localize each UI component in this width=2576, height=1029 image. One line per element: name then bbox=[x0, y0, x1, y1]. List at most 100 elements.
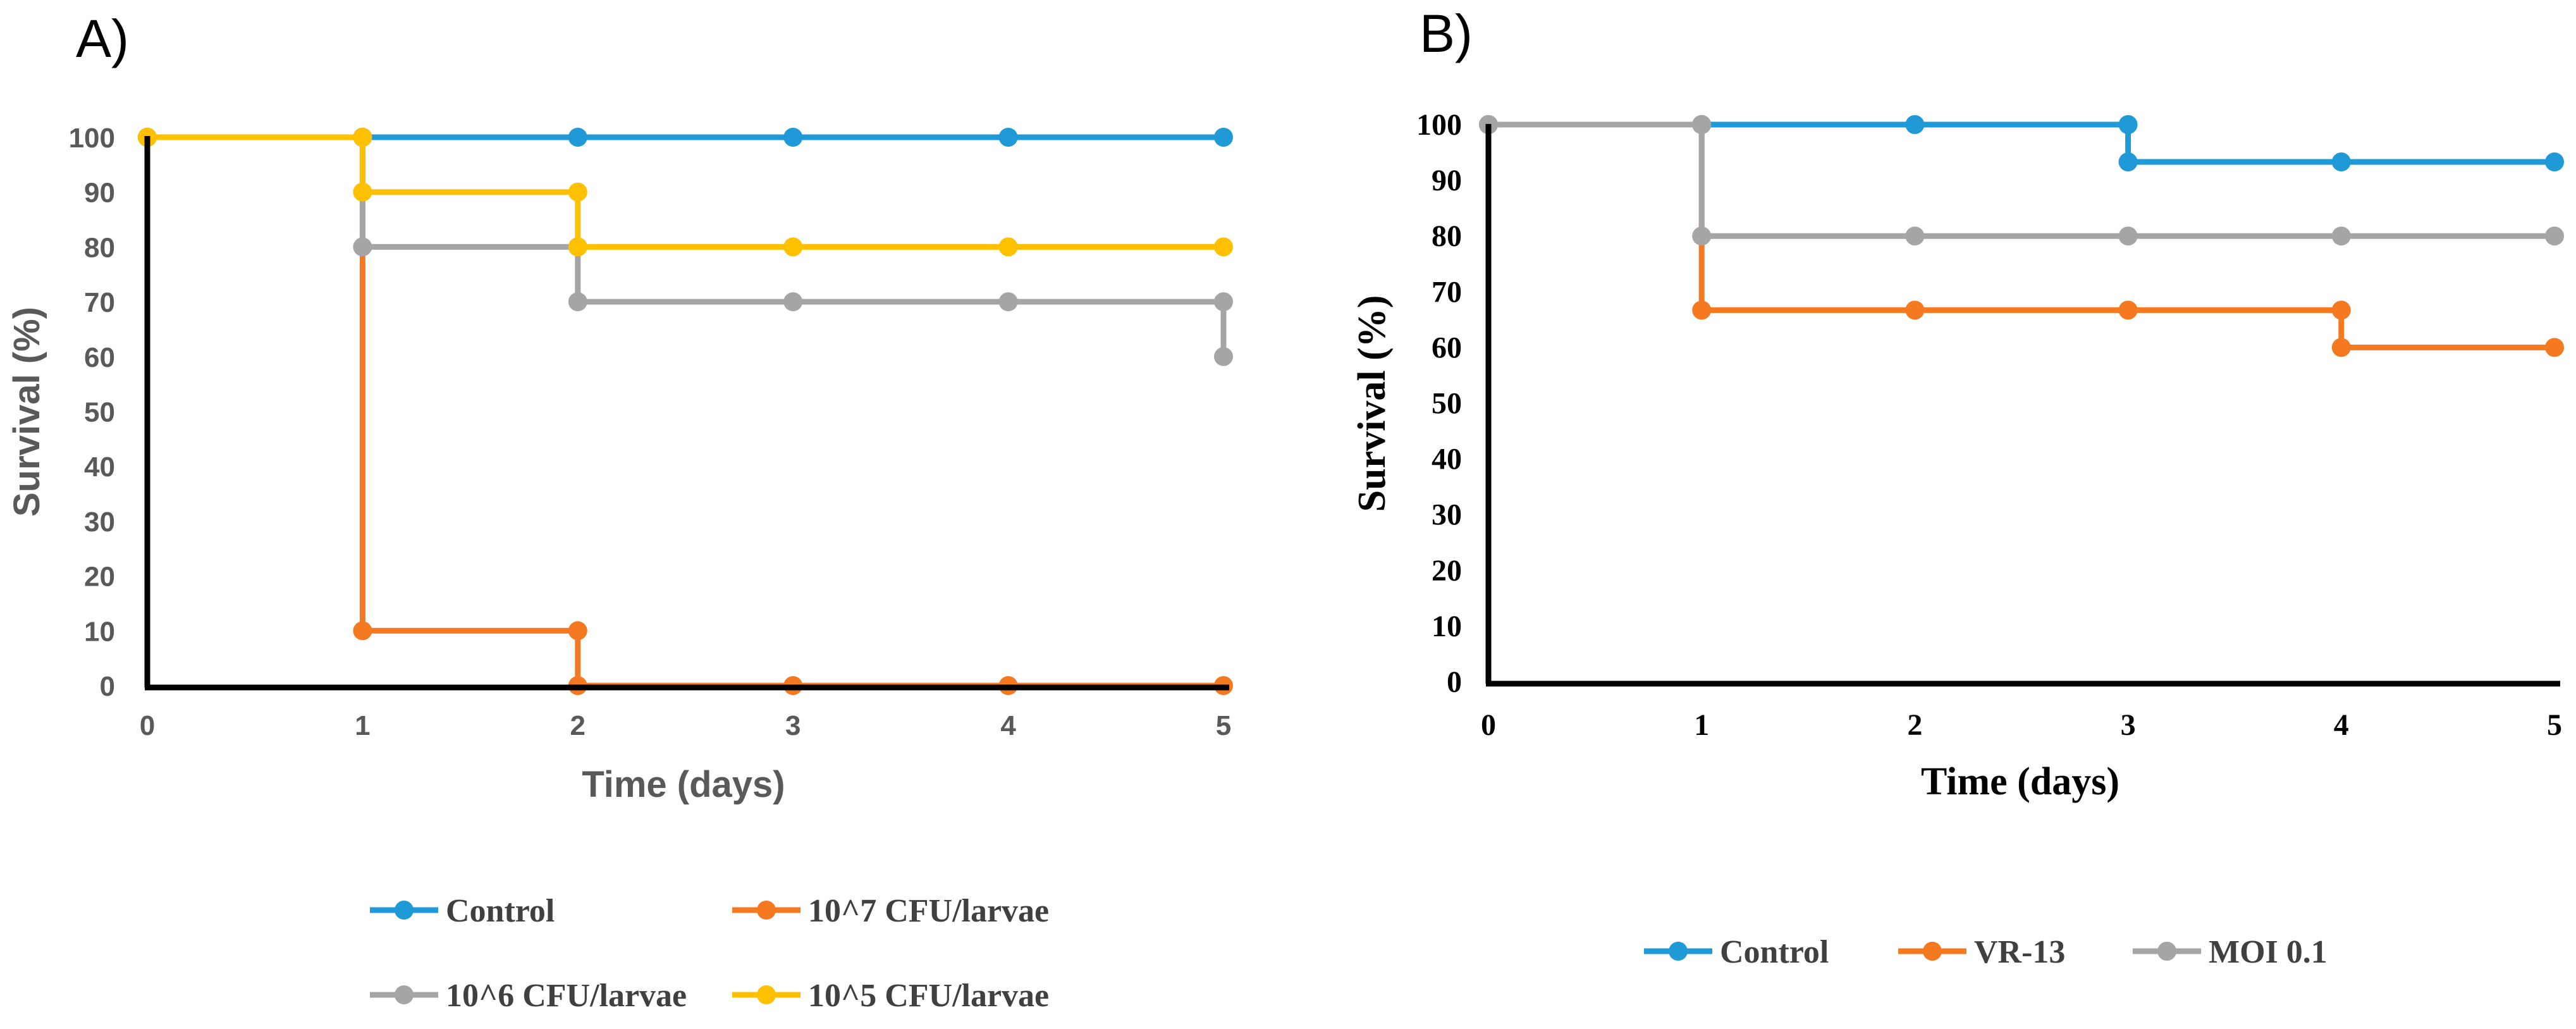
chart-a-point-10-5-cfu-larvae-7 bbox=[1214, 237, 1233, 257]
chart-b-point-vr-13-2 bbox=[1692, 300, 1712, 320]
chart-b-y-tick-20: 20 bbox=[1432, 554, 1462, 588]
chart-b-point-control-4 bbox=[2118, 152, 2138, 171]
chart-a-point-10-5-cfu-larvae-3 bbox=[568, 182, 587, 202]
chart-a-legend-marker-10-5-cfu-larvae bbox=[757, 985, 776, 1004]
chart-a: A) 0 10 20 30 40 50 60 70 80 90 100 0 1 2 3 4 5 Time (d… bbox=[6, 9, 1233, 1014]
panel-b-label: B) bbox=[1420, 4, 1473, 63]
chart-b-y-tick-10: 10 bbox=[1432, 610, 1462, 643]
chart-b-legend-marker-vr-13 bbox=[1923, 942, 1942, 961]
chart-a-legend-item-10-6-cfu-larvae: 10^6 CFU/larvae bbox=[370, 978, 687, 1014]
chart-b-point-moi-0-1-4 bbox=[2118, 226, 2138, 246]
chart-a-point-10-7-cfu-larvae-2 bbox=[353, 621, 372, 641]
chart-b-point-vr-13-7 bbox=[2545, 338, 2564, 357]
chart-b-y-tick-90: 90 bbox=[1432, 164, 1462, 197]
chart-b-legend-marker-control bbox=[1669, 942, 1688, 961]
chart-b-y-tick-50: 50 bbox=[1432, 387, 1462, 421]
chart-a-point-10-6-cfu-larvae-6 bbox=[998, 292, 1018, 312]
chart-b-point-vr-13-5 bbox=[2331, 300, 2351, 320]
chart-a-series-10-5-cfu-larvae bbox=[138, 128, 1233, 257]
chart-a-y-axis-title: Survival (%) bbox=[6, 307, 47, 517]
chart-b-y-tick-0: 0 bbox=[1447, 665, 1462, 699]
chart-a-y-ticks: 0 10 20 30 40 50 60 70 80 90 100 bbox=[69, 123, 115, 702]
chart-a-point-10-6-cfu-larvae-4 bbox=[568, 292, 587, 312]
chart-a-x-axis-title: Time (days) bbox=[582, 764, 785, 805]
chart-a-x-ticks: 0 1 2 3 4 5 bbox=[140, 710, 1231, 741]
chart-a-line-10-5-cfu-larvae bbox=[147, 134, 1224, 250]
chart-b-line-control bbox=[1488, 121, 2555, 165]
chart-a-y-tick-40: 40 bbox=[84, 452, 115, 483]
chart-b-point-control-2 bbox=[1905, 115, 1925, 134]
chart-a-x-tick-5: 5 bbox=[1216, 710, 1231, 741]
chart-a-point-10-5-cfu-larvae-6 bbox=[998, 237, 1018, 257]
chart-b-x-tick-0: 0 bbox=[1481, 708, 1496, 742]
chart-a-x-tick-3: 3 bbox=[785, 710, 800, 741]
chart-b-series-moi-0-1 bbox=[1479, 115, 2564, 246]
chart-a-point-10-5-cfu-larvae-4 bbox=[568, 237, 587, 257]
chart-a-y-tick-10: 10 bbox=[84, 616, 115, 647]
chart-b-point-moi-0-1-6 bbox=[2545, 226, 2564, 246]
chart-b-point-moi-0-1-3 bbox=[1905, 226, 1925, 246]
chart-b-y-axis-title: Survival (%) bbox=[1351, 295, 1394, 512]
chart-b-y-tick-100: 100 bbox=[1416, 108, 1462, 142]
panel-a-label: A) bbox=[76, 9, 129, 68]
chart-b-y-tick-30: 30 bbox=[1432, 498, 1462, 532]
chart-a-x-tick-2: 2 bbox=[570, 710, 586, 741]
chart-a-legend-item-control: Control bbox=[370, 893, 555, 929]
chart-a-legend-item-10-5-cfu-larvae: 10^5 CFU/larvae bbox=[732, 978, 1049, 1014]
chart-a-legend-marker-control bbox=[395, 901, 414, 920]
chart-a-y-tick-20: 20 bbox=[84, 562, 115, 593]
chart-a-point-10-5-cfu-larvae-5 bbox=[783, 237, 803, 257]
chart-a-line-10-7-cfu-larvae bbox=[147, 134, 1224, 689]
chart-a-legend-marker-10-7-cfu-larvae bbox=[757, 901, 776, 920]
chart-b-point-moi-0-1-1 bbox=[1692, 115, 1712, 134]
chart-b-point-moi-0-1-5 bbox=[2331, 226, 2351, 246]
chart-b-line-moi-0-1 bbox=[1488, 121, 2555, 239]
chart-b-y-tick-70: 70 bbox=[1432, 275, 1462, 309]
chart-b-y-tick-80: 80 bbox=[1432, 219, 1462, 253]
chart-a-series bbox=[138, 128, 1233, 695]
chart-b-legend-label-moi-0-1: MOI 0.1 bbox=[2209, 934, 2328, 970]
chart-a-series-10-7-cfu-larvae bbox=[138, 128, 1233, 695]
chart-b-y-tick-60: 60 bbox=[1432, 331, 1462, 364]
chart-a-legend-item-10-7-cfu-larvae: 10^7 CFU/larvae bbox=[732, 893, 1049, 929]
chart-b-point-vr-13-4 bbox=[2118, 300, 2138, 320]
chart-a-y-tick-70: 70 bbox=[84, 287, 115, 318]
chart-a-point-control-3 bbox=[783, 128, 803, 147]
chart-a-legend-marker-10-6-cfu-larvae bbox=[395, 985, 414, 1004]
chart-b-legend-item-control: Control bbox=[1644, 934, 1829, 970]
chart-a-x-tick-1: 1 bbox=[355, 710, 370, 741]
chart-a-legend: Control 10^7 CFU/larvae 10^6 CFU/larvae 10^… bbox=[370, 893, 1049, 1014]
chart-a-point-control-4 bbox=[998, 128, 1018, 147]
chart-a-y-tick-50: 50 bbox=[84, 397, 115, 428]
chart-b-point-control-6 bbox=[2545, 152, 2564, 171]
chart-b-x-tick-5: 5 bbox=[2547, 708, 2562, 742]
chart-a-y-tick-30: 30 bbox=[84, 507, 115, 538]
chart-a-point-10-5-cfu-larvae-2 bbox=[353, 182, 372, 202]
chart-a-y-tick-60: 60 bbox=[84, 342, 115, 373]
chart-b-y-tick-40: 40 bbox=[1432, 443, 1462, 476]
chart-b-series bbox=[1479, 115, 2564, 357]
chart-a-point-10-7-cfu-larvae-3 bbox=[568, 621, 587, 641]
chart-b-legend-marker-moi-0-1 bbox=[2157, 942, 2176, 961]
chart-b-legend-item-vr-13: VR-13 bbox=[1898, 934, 2065, 970]
chart-b-legend-label-control: Control bbox=[1720, 934, 1829, 970]
chart-b-x-tick-3: 3 bbox=[2121, 708, 2136, 742]
chart-a-legend-label-control: Control bbox=[446, 893, 555, 929]
chart-b-point-control-3 bbox=[2118, 115, 2138, 134]
chart-b-point-vr-13-6 bbox=[2331, 338, 2351, 357]
chart-a-legend-label-10-5-cfu-larvae: 10^5 CFU/larvae bbox=[808, 978, 1049, 1014]
chart-b-legend-label-vr-13: VR-13 bbox=[1974, 934, 2065, 970]
chart-a-point-10-6-cfu-larvae-7 bbox=[1214, 292, 1233, 312]
chart-a-point-10-5-cfu-larvae-1 bbox=[353, 128, 372, 147]
chart-b-legend-item-moi-0-1: MOI 0.1 bbox=[2133, 934, 2328, 970]
chart-b-point-vr-13-3 bbox=[1905, 300, 1925, 320]
chart-b-point-moi-0-1-2 bbox=[1692, 226, 1712, 246]
chart-a-point-control-2 bbox=[568, 128, 587, 147]
chart-b-x-ticks: 0 1 2 3 4 5 bbox=[1481, 708, 2562, 742]
chart-b-y-ticks: 0 10 20 30 40 50 60 70 80 90 100 bbox=[1416, 108, 1462, 699]
chart-b-x-tick-2: 2 bbox=[1907, 708, 1922, 742]
chart-a-point-10-6-cfu-larvae-5 bbox=[783, 292, 803, 312]
chart-b: B) 0 10 20 30 40 50 60 70 80 90 100 0 1 2 3 4 5 Time (d… bbox=[1351, 4, 2564, 970]
chart-a-x-tick-0: 0 bbox=[140, 710, 155, 741]
